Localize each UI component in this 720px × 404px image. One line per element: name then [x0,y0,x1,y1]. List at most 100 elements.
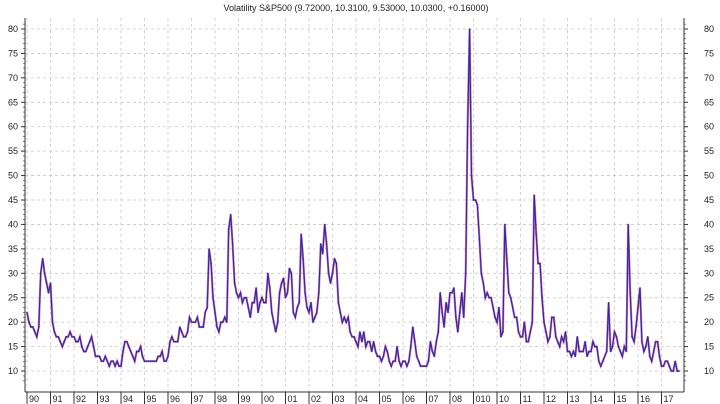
data-point [361,340,363,343]
x-tick-label: 13 [570,394,580,404]
data-point [108,365,111,367]
data-point [433,355,436,358]
data-point [270,311,273,314]
data-point [165,360,167,363]
data-point [543,321,545,323]
data-point [300,233,302,236]
data-point [84,350,87,353]
data-point [345,321,348,323]
data-point [333,257,336,260]
data-point [650,360,653,363]
data-point [670,370,673,372]
data-point [100,360,103,363]
data-point [562,340,565,343]
data-point [153,360,156,363]
x-tick-label: 04 [358,394,368,404]
data-point [235,292,238,294]
data-point [26,311,28,314]
data-point [368,340,371,343]
data-point [394,360,396,363]
x-tick-label: 94 [123,394,133,404]
data-point [392,360,395,363]
data-point [570,355,573,358]
data-point [241,301,244,304]
y-tick-label-right: 30 [704,268,714,278]
x-tick-label: 00 [264,394,274,404]
data-point [341,321,344,323]
x-tick-label: 96 [170,394,180,404]
data-point [349,331,351,333]
data-point [220,321,222,323]
data-point [366,340,369,343]
x-tick-label: 05 [382,394,392,404]
data-point [302,257,304,260]
data-point [73,336,75,338]
data-point [114,365,116,367]
data-point [443,326,445,328]
y-tick-label: 55 [8,146,18,156]
y-tick-label: 25 [8,293,18,303]
data-point [609,350,612,353]
data-point [69,331,71,333]
data-point [380,360,383,363]
data-point [155,360,158,363]
data-point [312,321,314,323]
x-tick-label: 010 [476,394,491,404]
data-point [564,331,567,333]
data-point [466,125,469,128]
data-point [592,340,594,343]
data-point [615,336,618,338]
data-point [372,340,375,343]
data-point [674,360,677,363]
data-point [288,267,291,270]
data-point [382,355,385,358]
data-point [202,326,205,328]
data-point [359,331,361,333]
data-point [37,326,40,328]
data-point [505,257,508,260]
data-point [49,282,52,284]
data-point [646,336,649,338]
data-point [331,272,334,275]
data-point [192,321,195,323]
data-point [619,350,622,353]
y-tick-label: 65 [8,97,18,107]
data-point [568,350,571,353]
data-point [128,345,130,348]
data-point [355,340,357,343]
y-tick-label: 40 [8,219,18,229]
data-point [427,360,430,363]
data-point [580,350,583,353]
x-tick-label: 08 [452,394,462,404]
series [25,28,680,373]
data-point [494,316,496,319]
data-point [613,331,616,333]
data-point [363,331,365,333]
y-tick-label: 80 [8,24,18,34]
data-point [329,282,332,284]
data-point [451,292,453,294]
data-point [398,360,400,363]
data-point [676,370,678,372]
data-point [643,350,645,353]
data-point [292,311,295,314]
data-point [639,287,641,289]
data-point [272,321,275,323]
data-point [635,326,637,328]
data-point [457,331,459,333]
data-point [65,336,67,338]
y-tick-label-right: 70 [704,73,714,83]
data-point [384,345,387,348]
data-point [227,228,230,231]
data-point [298,301,301,304]
data-point [145,360,148,363]
data-point [637,306,639,309]
data-point [137,350,140,353]
data-point [161,350,163,353]
data-point [257,311,259,314]
data-point [171,336,173,338]
data-point [460,292,463,294]
x-tick-label: 93 [100,394,110,404]
data-point [458,311,461,314]
